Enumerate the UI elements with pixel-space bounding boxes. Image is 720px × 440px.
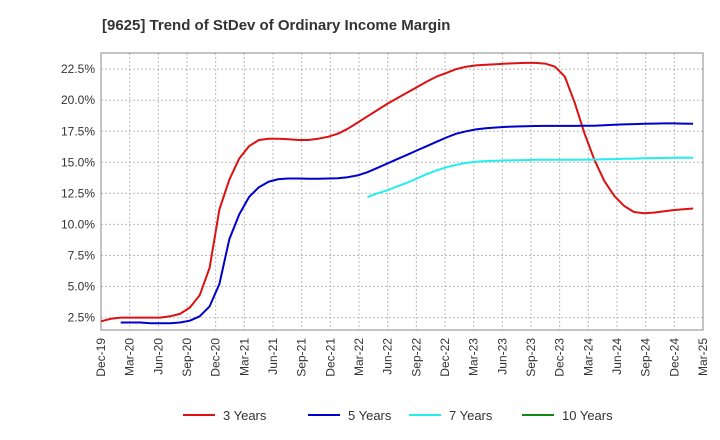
series-line-2 (367, 156, 694, 199)
x-tick-label: Jun-24 (610, 338, 624, 375)
x-axis: Dec-19 Mar-20 Jun-20 Sep-20 Dec-20 Mar-21 Jun-… (94, 338, 710, 377)
plot-area (100, 52, 704, 331)
y-axis: 2.5% 5.0% 7.5% 10.0% 12.5% 15.0% 17.5% 20.0% 22.… (61, 62, 95, 324)
x-tick-label: Mar-25 (696, 338, 710, 376)
chart-title: [9625] Trend of StDev of Ordinary Income… (102, 17, 450, 34)
x-tick-label: Jun-21 (266, 338, 280, 375)
series-line-0 (100, 61, 694, 323)
x-tick-label: Dec-19 (94, 338, 108, 377)
y-tick-label: 2.5% (68, 311, 96, 325)
legend-label: 10 Years (562, 408, 613, 423)
x-tick-label: Sep-24 (639, 338, 653, 377)
x-tick-label: Sep-23 (524, 338, 538, 377)
x-tick-label: Jun-22 (381, 338, 395, 375)
x-tick-label: Mar-24 (581, 338, 595, 376)
legend-label: 3 Years (223, 408, 267, 423)
x-tick-label: Mar-23 (467, 338, 481, 376)
y-tick-label: 7.5% (68, 248, 96, 262)
x-tick-label: Sep-22 (409, 338, 423, 377)
y-tick-label: 17.5% (61, 124, 95, 138)
x-tick-label: Dec-23 (553, 338, 567, 377)
y-tick-label: 12.5% (61, 186, 95, 200)
y-tick-label: 10.0% (61, 217, 95, 231)
grid (100, 53, 704, 330)
x-tick-label: Dec-22 (438, 338, 452, 377)
x-tick-label: Mar-21 (237, 338, 251, 376)
x-tick-label: Sep-20 (180, 338, 194, 377)
x-tick-label: Mar-22 (352, 338, 366, 376)
series-lines (100, 61, 694, 325)
x-tick-label: Dec-21 (323, 338, 337, 377)
legend-label: 5 Years (348, 408, 392, 423)
series-line-1 (120, 122, 694, 325)
x-tick-label: Dec-20 (209, 338, 223, 377)
x-tick-label: Jun-23 (495, 338, 509, 375)
y-tick-label: 22.5% (61, 62, 95, 76)
x-tick-label: Mar-20 (123, 338, 137, 376)
y-tick-label: 20.0% (61, 93, 95, 107)
legend-label: 7 Years (449, 408, 493, 423)
y-tick-label: 5.0% (68, 280, 96, 294)
x-tick-label: Jun-20 (151, 338, 165, 375)
x-tick-label: Dec-24 (667, 338, 681, 377)
legend: 3 Years 5 Years 7 Years 10 Years (183, 408, 613, 423)
x-tick-label: Sep-21 (295, 338, 309, 377)
y-tick-label: 15.0% (61, 155, 95, 169)
